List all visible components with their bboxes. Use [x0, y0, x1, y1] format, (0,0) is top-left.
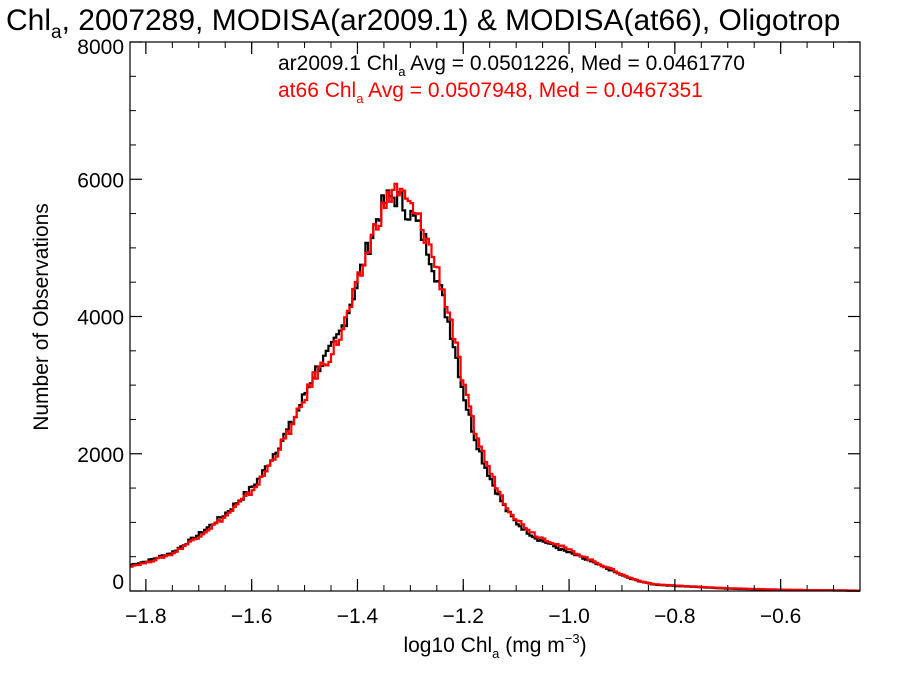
x-tick-label: −1.0 [548, 605, 589, 628]
text-segment: , 2007289, MODISA(ar2009.1) & MODISA(at6… [62, 4, 841, 37]
x-tick-label: −1.6 [231, 605, 272, 628]
text-segment: a [356, 91, 364, 106]
y-tick-label: 6000 [77, 169, 124, 192]
y-tick-label: 2000 [77, 444, 124, 467]
text-segment: ar2009.1 Chl [278, 52, 398, 75]
annotation-stats: at66 Chla Avg = 0.0507948, Med = 0.04673… [278, 79, 703, 106]
y-tick-label: 0 [112, 571, 124, 594]
annotation-stats: ar2009.1 Chla Avg = 0.0501226, Med = 0.0… [278, 52, 745, 79]
x-tick-label: −1.2 [443, 605, 484, 628]
text-segment: Avg = 0.0501226, Med = 0.0461770 [405, 52, 744, 75]
x-tick-label: −1.4 [337, 605, 379, 628]
text-segment: a [398, 64, 406, 79]
annotations: ar2009.1 Chla Avg = 0.0501226, Med = 0.0… [278, 52, 745, 106]
text-segment: Chl [6, 4, 51, 37]
y-tick-label: 4000 [77, 307, 124, 330]
text-segment: (mg m [499, 634, 564, 657]
text-segment: ) [580, 634, 587, 657]
x-axis: −1.8 −1.6 −1.4 −1.2 −1.0 −0.8 −0.6 [125, 42, 861, 628]
text-segment: −3 [565, 631, 580, 646]
plot-series [130, 182, 860, 592]
x-tick-label: −0.6 [760, 605, 801, 628]
y-axis: 0 2000 4000 6000 8000 [77, 36, 860, 594]
y-axis-label: Number of Observations [30, 203, 53, 431]
x-axis-label: log10 Chla (mg m−3) [403, 631, 586, 661]
y-tick-label: 8000 [77, 36, 124, 59]
x-tick-label: −0.8 [654, 605, 695, 628]
text-segment: Avg = 0.0507948, Med = 0.0467351 [363, 79, 702, 102]
text-segment: log10 Chl [403, 634, 492, 657]
chart-title: Chla, 2007289, MODISA(ar2009.1) & MODISA… [6, 4, 840, 43]
text-segment: at66 Chl [278, 79, 356, 102]
histogram-series-line [130, 182, 860, 592]
x-tick-label: −1.8 [125, 605, 166, 628]
text-segment: a [51, 22, 62, 43]
text-segment: a [492, 646, 500, 661]
